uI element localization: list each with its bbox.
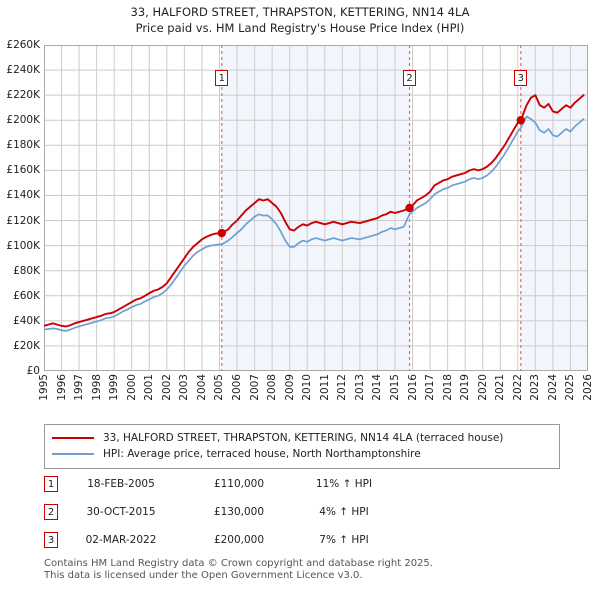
series-line-1 xyxy=(44,94,585,328)
sale-index-badge: 1 xyxy=(44,476,58,492)
y-axis-tick-label: £180K xyxy=(6,139,40,152)
y-axis-tick-label: £260K xyxy=(6,39,40,51)
x-axis-tick-label: 2021 xyxy=(494,374,507,401)
x-axis-tick-label: 2000 xyxy=(125,374,138,401)
sale-price: £110,000 xyxy=(213,478,265,490)
x-axis-tick-label: 1996 xyxy=(55,374,68,401)
x-axis-tick-label: 2014 xyxy=(371,374,384,401)
title-line-2: Price paid vs. HM Land Registry's House … xyxy=(135,21,465,35)
sale-hpi-delta: 7% ↑ HPI xyxy=(319,534,369,546)
x-axis-tick-label: 2006 xyxy=(231,374,244,401)
x-axis-tick-label: 2001 xyxy=(143,374,156,401)
x-axis-tick-label: 2017 xyxy=(424,374,437,401)
event-dot xyxy=(405,203,414,213)
sale-date: 02-MAR-2022 xyxy=(85,534,157,546)
legend-line-blue-icon xyxy=(52,453,94,455)
footer-line-1: Contains HM Land Registry data © Crown c… xyxy=(44,558,433,569)
footer-attribution: Contains HM Land Registry data © Crown c… xyxy=(44,558,564,582)
sale-date: 30-OCT-2015 xyxy=(86,506,156,518)
x-axis-tick-label: 2012 xyxy=(336,374,349,401)
legend-row-series1: 33, HALFORD STREET, THRAPSTON, KETTERING… xyxy=(52,430,552,446)
x-axis-tick-label: 2004 xyxy=(195,374,208,401)
event-marker-box-1: 1 xyxy=(215,70,229,86)
x-axis-tick-label: 2020 xyxy=(476,374,489,401)
x-axis-tick-label: 2002 xyxy=(160,374,173,401)
y-axis-tick-label: £40K xyxy=(13,314,40,327)
x-axis-tick-label: 2010 xyxy=(301,374,314,401)
x-axis-tick-label: 2018 xyxy=(441,374,454,401)
x-axis-tick-label: 2019 xyxy=(459,374,472,401)
x-axis-tick-label: 2003 xyxy=(178,374,191,401)
sale-hpi-delta: 4% ↑ HPI xyxy=(319,506,369,518)
x-axis-tick-label: 2008 xyxy=(266,374,279,401)
sale-price: £130,000 xyxy=(213,506,265,518)
shaded-band xyxy=(520,45,588,371)
series-line-2 xyxy=(44,115,585,332)
sale-index-badge: 2 xyxy=(44,504,58,520)
y-axis-tick-label: £60K xyxy=(13,289,40,302)
x-axis-tick-label: 1997 xyxy=(73,374,86,401)
y-axis-tick-label: £240K xyxy=(6,64,40,77)
chart-legend: 33, HALFORD STREET, THRAPSTON, KETTERING… xyxy=(44,424,560,469)
x-axis-tick-label: 2011 xyxy=(318,374,331,401)
title-line-1: 33, HALFORD STREET, THRAPSTON, KETTERING… xyxy=(130,5,470,19)
legend-label-series2: HPI: Average price, terraced house, Nort… xyxy=(103,448,421,460)
x-axis-tick-label: 1999 xyxy=(108,374,121,401)
y-axis-labels: £0 £20K £40K £60K £80K £100K £120K £140K £160K £1… xyxy=(0,39,40,377)
legend-label-series1: 33, HALFORD STREET, THRAPSTON, KETTERING… xyxy=(103,432,504,444)
sale-row: 1 18-FEB-2005 £110,000 11% ↑ HPI xyxy=(44,470,494,498)
x-axis-tick-label: 2015 xyxy=(388,374,401,401)
y-axis-tick-label: £200K xyxy=(6,114,40,127)
footer-line-2: This data is licensed under the Open Gov… xyxy=(44,570,363,581)
y-axis-tick-label: £20K xyxy=(13,339,40,352)
event-marker-box-3: 3 xyxy=(514,70,528,86)
sale-price: £200,000 xyxy=(213,534,265,546)
x-axis-tick-label: 2009 xyxy=(283,374,296,401)
event-marker-box-2: 2 xyxy=(403,70,417,86)
legend-row-series2: HPI: Average price, terraced house, Nort… xyxy=(52,446,552,462)
sale-index-badge: 3 xyxy=(44,532,58,548)
x-axis-tick-label: 2025 xyxy=(564,374,577,401)
sale-row: 3 02-MAR-2022 £200,000 7% ↑ HPI xyxy=(44,526,494,554)
x-axis-tick-label: 1995 xyxy=(38,374,50,401)
y-axis-tick-label: £80K xyxy=(13,264,40,277)
shaded-band xyxy=(221,45,410,371)
sale-date: 18-FEB-2005 xyxy=(87,478,155,490)
sale-row: 2 30-OCT-2015 £130,000 4% ↑ HPI xyxy=(44,498,494,526)
x-axis-labels: 1995 1996 1997 1998 1999 2000 2001 2002 2003 2004… xyxy=(38,374,594,418)
chart-plot-area xyxy=(44,45,588,371)
y-axis-tick-label: £120K xyxy=(6,214,40,227)
y-axis-tick-label: £0 xyxy=(26,365,40,377)
chart-svg xyxy=(44,45,588,371)
y-axis-tick-label: £220K xyxy=(6,89,40,102)
x-axis-tick-label: 2013 xyxy=(353,374,366,401)
x-axis-tick-label: 2005 xyxy=(213,374,226,401)
event-dot xyxy=(516,116,525,125)
sales-history-table: 1 18-FEB-2005 £110,000 11% ↑ HPI 2 30-OCT-201… xyxy=(44,470,494,554)
x-axis-tick-label: 2024 xyxy=(546,374,559,401)
x-axis-tick-label: 2026 xyxy=(582,374,594,401)
x-axis-tick-label: 2016 xyxy=(406,374,419,401)
event-dot xyxy=(217,228,226,238)
sale-hpi-delta: 11% ↑ HPI xyxy=(315,478,373,490)
x-axis-tick-label: 2022 xyxy=(511,374,524,401)
y-axis-tick-label: £140K xyxy=(6,189,40,202)
x-axis-tick-label: 1998 xyxy=(90,374,103,401)
page-title: 33, HALFORD STREET, THRAPSTON, KETTERING… xyxy=(0,4,600,36)
y-axis-tick-label: £100K xyxy=(6,239,40,252)
y-axis-tick-label: £160K xyxy=(6,164,40,177)
plot-border xyxy=(44,45,588,371)
legend-line-red-icon xyxy=(52,437,94,439)
x-axis-tick-label: 2023 xyxy=(529,374,542,401)
x-axis-tick-label: 2007 xyxy=(248,374,261,401)
